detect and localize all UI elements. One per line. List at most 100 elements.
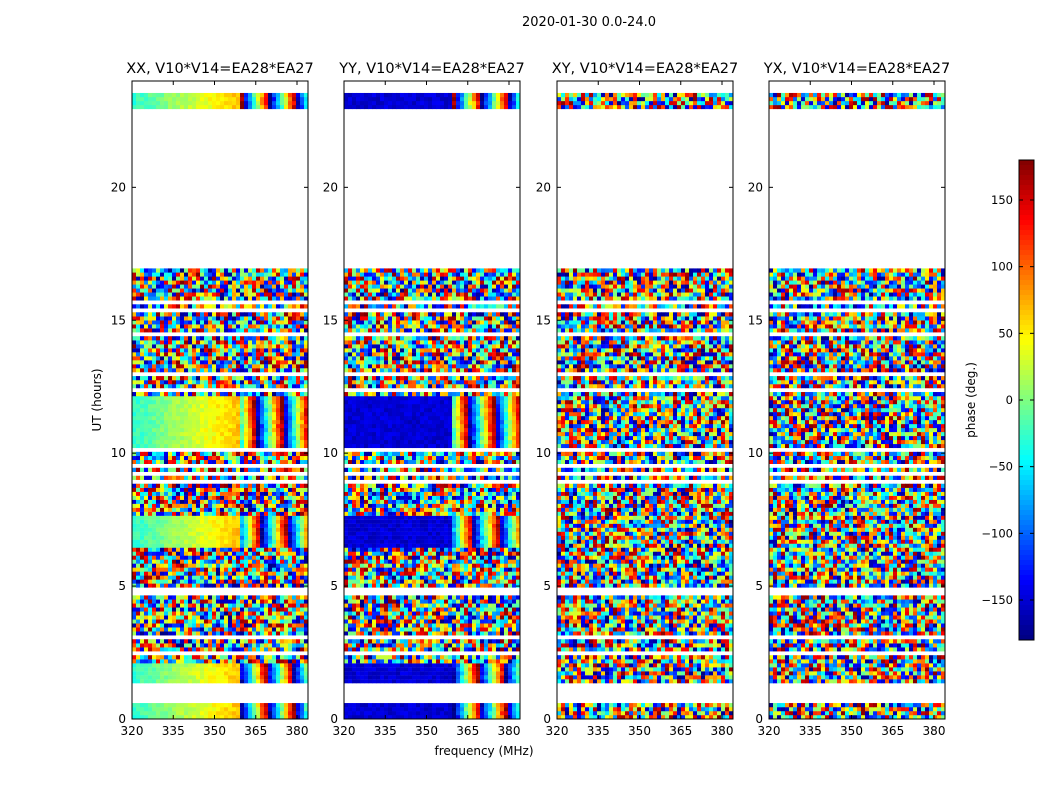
heatmap-cell xyxy=(284,419,289,425)
heatmap-cell xyxy=(208,439,213,445)
heatmap-cell xyxy=(228,451,233,457)
heatmap-cell xyxy=(140,475,145,480)
heatmap-cell xyxy=(368,679,373,684)
heatmap-cell xyxy=(224,292,229,297)
heatmap-cell xyxy=(160,415,165,421)
heatmap-cell xyxy=(252,563,257,568)
heatmap-cell xyxy=(176,623,181,628)
heatmap-cell xyxy=(148,380,153,385)
heatmap-cell xyxy=(244,439,249,445)
heatmap-cell xyxy=(476,667,481,672)
heatmap-cell xyxy=(200,467,205,472)
heatmap-cell xyxy=(396,707,401,712)
heatmap-cell xyxy=(260,531,265,536)
heatmap-cell xyxy=(256,284,261,289)
heatmap-cell xyxy=(224,467,229,472)
heatmap-cell xyxy=(196,407,201,413)
heatmap-cell xyxy=(164,336,169,341)
heatmap-cell xyxy=(204,539,209,544)
heatmap-cell xyxy=(136,475,141,480)
heatmap-cell xyxy=(180,547,185,552)
heatmap-cell xyxy=(200,647,205,652)
heatmap-cell xyxy=(272,396,277,401)
heatmap-cell xyxy=(152,555,157,560)
heatmap-cell xyxy=(232,268,237,273)
heatmap-cell xyxy=(228,659,233,664)
heatmap-cell xyxy=(504,707,509,712)
heatmap-cell xyxy=(256,403,261,409)
heatmap-cell xyxy=(236,411,241,417)
heatmap-cell xyxy=(300,643,305,648)
heatmap-cell xyxy=(300,304,305,309)
heatmap-cell xyxy=(256,415,261,421)
heatmap-cell xyxy=(232,483,237,488)
heatmap-cell xyxy=(272,364,277,369)
heatmap-cell xyxy=(208,547,213,552)
heatmap-cell xyxy=(136,411,141,417)
heatmap-cell xyxy=(228,411,233,417)
heatmap-cell xyxy=(304,607,309,612)
heatmap-cell xyxy=(276,431,281,437)
heatmap-cell xyxy=(160,364,165,369)
heatmap-cell xyxy=(212,579,217,584)
heatmap-cell xyxy=(148,292,153,297)
heatmap-cell xyxy=(220,344,225,349)
heatmap-cell xyxy=(400,715,405,720)
heatmap-cell xyxy=(296,559,301,564)
heatmap-cell xyxy=(268,675,273,680)
heatmap-cell xyxy=(140,415,145,421)
heatmap-cell xyxy=(288,411,293,417)
heatmap-cell xyxy=(304,92,309,98)
heatmap-cell xyxy=(172,104,177,110)
heatmap-cell xyxy=(244,352,249,357)
heatmap-cell xyxy=(240,703,245,708)
heatmap-cell xyxy=(348,643,353,648)
heatmap-cell xyxy=(180,483,185,488)
heatmap-cell xyxy=(200,531,205,536)
heatmap-cell xyxy=(292,603,297,608)
heatmap-cell xyxy=(252,567,257,572)
heatmap-cell xyxy=(484,715,489,720)
heatmap-cell xyxy=(292,487,297,492)
heatmap-cell xyxy=(196,443,201,449)
heatmap-cell xyxy=(376,643,381,648)
heatmap-cell xyxy=(256,455,261,461)
heatmap-cell xyxy=(264,515,269,520)
heatmap-cell xyxy=(256,407,261,413)
heatmap-cell xyxy=(192,451,197,457)
heatmap-cell xyxy=(240,475,245,480)
heatmap-cell xyxy=(260,567,265,572)
heatmap-cell xyxy=(144,340,149,345)
heatmap-cell xyxy=(408,671,413,676)
heatmap-cell xyxy=(204,268,209,273)
heatmap-cell xyxy=(140,443,145,449)
heatmap-cell xyxy=(208,396,213,401)
heatmap-cell xyxy=(192,427,197,433)
heatmap-cell xyxy=(136,431,141,437)
heatmap-cell xyxy=(176,671,181,676)
heatmap-cell xyxy=(172,352,177,357)
heatmap-cell xyxy=(220,515,225,520)
heatmap-cell xyxy=(188,380,193,385)
heatmap-cell xyxy=(500,715,505,720)
heatmap-cell xyxy=(212,603,217,608)
heatmap-cell xyxy=(232,523,237,528)
heatmap-cell xyxy=(392,643,397,648)
heatmap-cell xyxy=(284,96,289,102)
heatmap-cell xyxy=(240,419,245,425)
heatmap-cell xyxy=(140,364,145,369)
heatmap-cell xyxy=(216,268,221,273)
heatmap-cell xyxy=(268,304,273,309)
heatmap-cell xyxy=(144,376,149,381)
heatmap-cell xyxy=(236,100,241,106)
heatmap-cell xyxy=(196,400,201,405)
heatmap-cell xyxy=(140,551,145,556)
heatmap-cell xyxy=(292,336,297,341)
heatmap-cell xyxy=(140,619,145,624)
heatmap-cell xyxy=(212,292,217,297)
heatmap-cell xyxy=(292,280,297,285)
heatmap-cell xyxy=(192,304,197,309)
heatmap-cell xyxy=(172,563,177,568)
heatmap-cell xyxy=(288,415,293,421)
heatmap-cell xyxy=(280,284,285,289)
